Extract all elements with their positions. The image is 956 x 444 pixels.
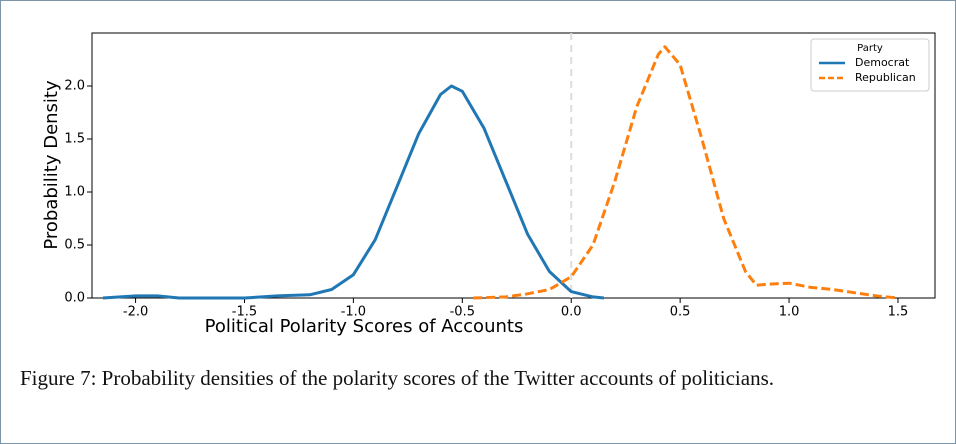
- x-tick-label: -0.5: [450, 305, 475, 320]
- density-line: [473, 45, 899, 300]
- plot-area: [91, 32, 936, 299]
- legend-label: Democrat: [855, 56, 910, 69]
- x-tick-label: 1.5: [888, 305, 909, 320]
- density-line: [102, 84, 605, 300]
- x-tick-label: 0.5: [670, 305, 691, 320]
- y-tick-label: 0.5: [64, 238, 85, 253]
- x-tick-label: -1.0: [341, 305, 366, 320]
- x-tick-label: 0.0: [561, 305, 582, 320]
- legend-label: Republican: [855, 71, 916, 84]
- y-axis-label: Probability Density: [41, 80, 62, 250]
- x-tick-label: -2.0: [123, 305, 148, 320]
- y-tick-label: 1.5: [64, 132, 85, 147]
- caption: Figure 7: Probability densities of the p…: [20, 366, 774, 390]
- legend-title: Party: [857, 43, 883, 54]
- y-tick-label: 0.0: [64, 291, 85, 306]
- x-tick-label: 1.0: [779, 305, 800, 320]
- y-tick-label: 1.0: [64, 185, 85, 200]
- x-axis-label: Political Polarity Scores of Accounts: [205, 316, 524, 337]
- y-tick-label: 2.0: [64, 79, 85, 94]
- chart: Political Polarity Scores of Accounts Pr…: [41, 32, 936, 337]
- x-tick-label: -1.5: [232, 305, 257, 320]
